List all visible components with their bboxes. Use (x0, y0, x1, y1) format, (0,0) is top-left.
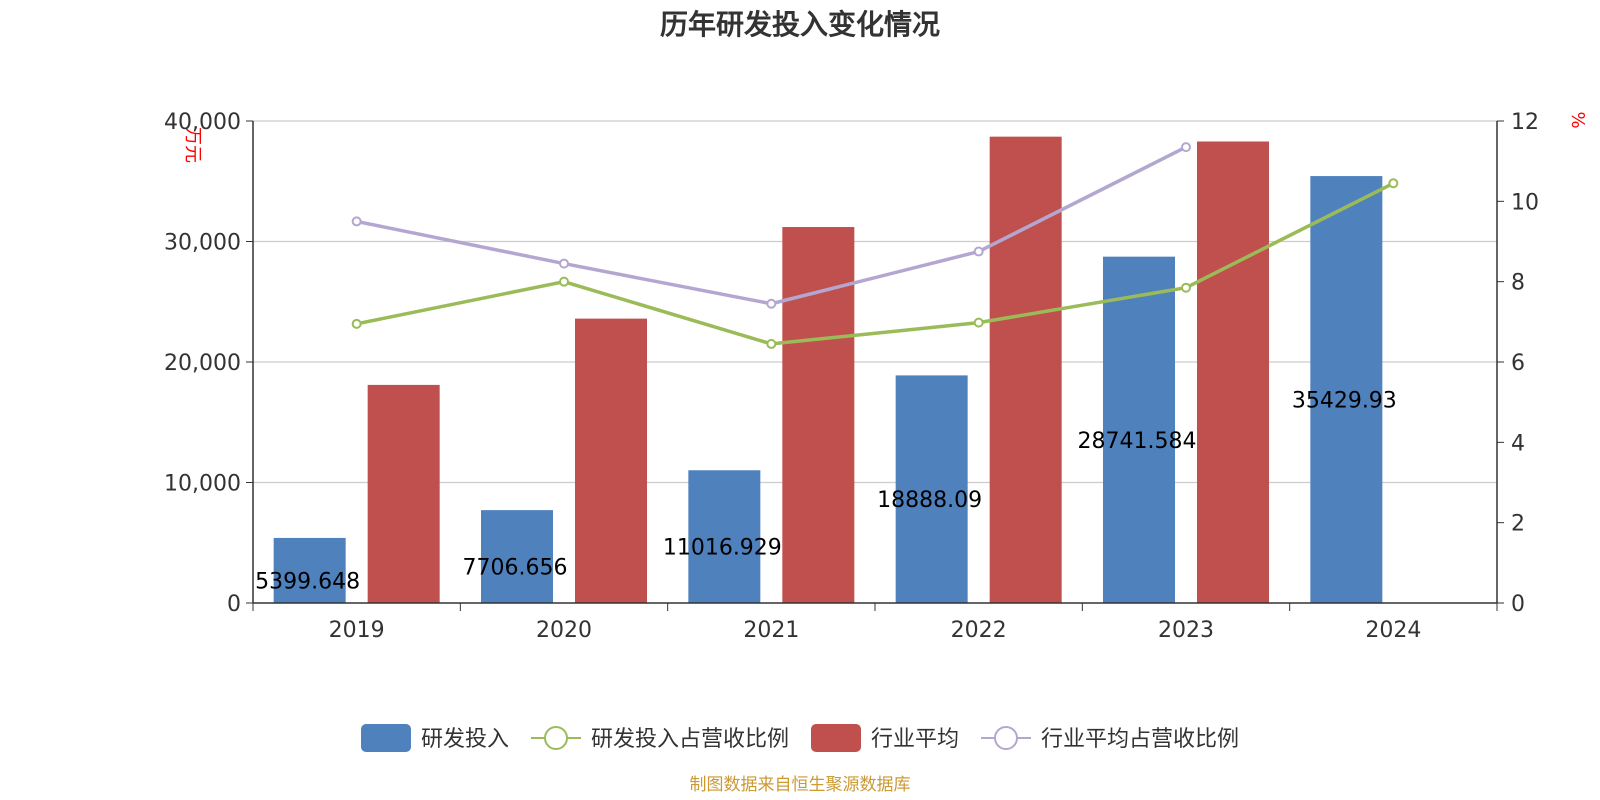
legend-label: 行业平均占营收比例 (1041, 727, 1239, 752)
data-label: 7706.656 (463, 556, 568, 581)
legend-swatch (361, 724, 411, 752)
data-label: 5399.648 (255, 569, 360, 594)
bar-研发投入-2020 (481, 510, 553, 603)
data-label: 35429.93 (1292, 389, 1397, 414)
bar-行业平均-2022 (989, 136, 1062, 604)
left-axis-tick-label: 40,000 (164, 110, 241, 135)
point-行业平均占营收比例 (559, 258, 569, 269)
x-axis-tick-label: 2019 (329, 618, 385, 643)
legend-label: 研发投入占营收比例 (591, 727, 789, 752)
series-lines (351, 142, 1399, 349)
right-axis-tick-label: 2 (1511, 512, 1525, 537)
bar-研发投入-2022 (895, 375, 968, 603)
bar-研发投入-2019 (273, 537, 346, 603)
data-label: 11016.929 (663, 536, 782, 561)
legend-marker (544, 726, 568, 750)
left-axis-tick-label: 30,000 (164, 231, 241, 256)
left-axis-unit: 万元 (182, 127, 203, 163)
legend: 研发投入 研发投入占营收比例 行业平均 行业平均占营收比例 (361, 724, 1239, 752)
left-axis-tick-label: 10,000 (164, 472, 241, 497)
bar-行业平均-2023 (1197, 141, 1269, 604)
right-axis-unit: % (1567, 111, 1588, 128)
point-研发投入占营收比例 (1388, 178, 1399, 189)
legend-item-行业平均: 行业平均 (811, 724, 959, 752)
data-label: 18888.09 (877, 488, 982, 513)
axes: 0 10,000 20,000 30,000 40,000 0 2 4 6 8 10 12 2019 20… (164, 110, 1539, 643)
x-axis-tick-label: 2020 (536, 618, 592, 643)
chart-title: 历年研发投入变化情况 (660, 8, 940, 41)
bar-行业平均-2020 (575, 318, 647, 603)
right-axis-tick-label: 6 (1511, 351, 1525, 376)
bar-行业平均-2019 (367, 384, 440, 603)
x-axis-tick-label: 2023 (1158, 618, 1214, 643)
bar-研发投入-2023 (1103, 256, 1175, 603)
left-axis-tick-label: 0 (227, 592, 241, 617)
point-研发投入占营收比例 (559, 276, 569, 287)
left-axis-tick-label: 20,000 (164, 351, 241, 376)
legend-label: 研发投入 (421, 727, 509, 752)
legend-label: 行业平均 (871, 727, 959, 752)
right-axis-tick-label: 10 (1511, 190, 1539, 215)
data-label: 28741.584 (1078, 429, 1197, 454)
legend-item-行业平均占营收比例: 行业平均占营收比例 (981, 726, 1239, 752)
point-行业平均占营收比例 (766, 298, 777, 309)
legend-item-研发投入占营收比例: 研发投入占营收比例 (531, 726, 789, 752)
point-行业平均占营收比例 (973, 246, 984, 257)
point-研发投入占营收比例 (973, 317, 984, 328)
data-labels: 5399.648 7706.656 11016.929 18888.09 28741.5… (255, 389, 1397, 595)
x-axis-tick-label: 2022 (951, 618, 1007, 643)
right-axis-tick-label: 4 (1511, 431, 1525, 456)
legend-marker (994, 726, 1018, 750)
bars (273, 136, 1383, 604)
source-note: 制图数据来自恒生聚源数据库 (690, 775, 911, 795)
line-研发投入占营收比例 (356, 181, 1395, 346)
right-axis-tick-label: 12 (1511, 110, 1539, 135)
point-行业平均占营收比例 (351, 216, 362, 227)
bar-研发投入-2021 (688, 470, 761, 603)
bar-研发投入-2024 (1310, 176, 1383, 603)
x-axis-tick-label: 2021 (743, 618, 799, 643)
legend-swatch (811, 724, 861, 752)
point-行业平均占营收比例 (1181, 142, 1191, 153)
bar-行业平均-2021 (782, 227, 855, 604)
point-研发投入占营收比例 (351, 318, 362, 329)
point-研发投入占营收比例 (766, 338, 777, 349)
x-axis-tick-label: 2024 (1365, 618, 1421, 643)
point-研发投入占营收比例 (1181, 282, 1191, 293)
right-axis-tick-label: 0 (1511, 592, 1525, 617)
legend-item-研发投入: 研发投入 (361, 724, 509, 752)
right-axis-tick-label: 8 (1511, 271, 1525, 296)
